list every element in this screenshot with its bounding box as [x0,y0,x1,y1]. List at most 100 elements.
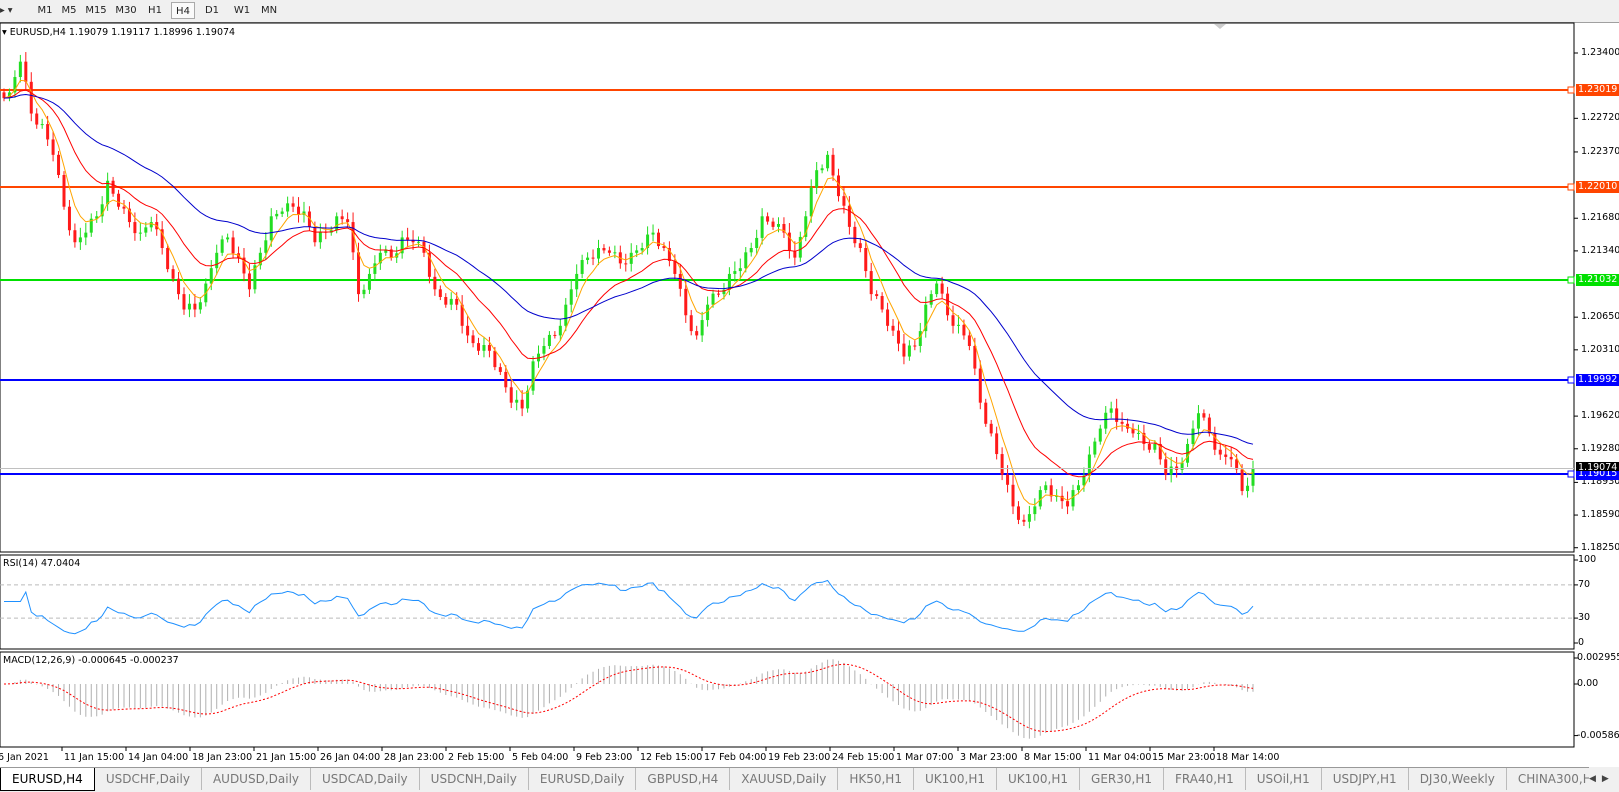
bear-candle [1240,469,1244,492]
bear-candle [940,283,944,294]
timeframe-m5-button[interactable]: M5 [61,5,77,16]
bear-candle [24,61,28,82]
bear-candle [1022,519,1026,522]
bull-candle [815,170,819,188]
bear-candle [133,222,137,234]
toolbar-dropdown-icon[interactable]: ▸ ▾ [0,5,13,16]
bull-candle [1180,462,1184,470]
rsi-tick-label: 0 [1578,637,1585,648]
bull-candle [198,302,202,310]
bear-candle [406,237,410,240]
scroll-left-icon[interactable]: ◀ [1589,774,1596,784]
bull-candle [1071,490,1075,507]
level-handle-icon [1567,183,1575,191]
bear-candle [509,387,513,403]
bull-candle [826,154,830,169]
time-tick-label: 14 Jan 04:00 [128,752,189,763]
timeframe-m15-button[interactable]: M15 [85,5,107,16]
ma-mid-line [3,89,1254,478]
bull-candle [558,325,562,336]
price-tick-label: 1.22720 [1581,112,1619,124]
bull-candle [275,213,279,217]
bear-candle [520,399,524,409]
timeframe-h1-button[interactable]: H1 [148,5,162,16]
bull-candle [449,298,453,305]
bear-candle [989,423,993,434]
rsi-label: RSI(14) 47.0404 [3,558,81,569]
level-price-label: 1.22010 [1576,181,1619,193]
chart-tab[interactable]: USOil,H1 [1246,768,1322,790]
bear-candle [1164,459,1168,475]
bull-candle [258,252,262,266]
bear-candle [1229,456,1233,460]
chart-tab[interactable]: AUDUSD,Daily [202,768,312,790]
price-tick-label: 1.23400 [1581,47,1619,58]
collapse-triangle-icon[interactable]: ▾ [2,27,10,38]
bear-candle [117,193,121,207]
chart-tab[interactable]: FRA40,H1 [1164,768,1246,790]
chart-tab[interactable]: DJ30,Weekly [1409,768,1507,790]
chart-tab[interactable]: UK100,H1 [914,768,997,790]
timeframe-d1-button[interactable]: D1 [204,5,220,16]
bull-candle [269,216,273,241]
bear-candle [607,250,611,253]
chart-tab[interactable]: UK100,H1 [997,768,1081,790]
bear-candle [35,113,39,125]
chart-shift-marker-icon [1214,24,1226,29]
chart-tab[interactable]: EURUSD,Daily [529,768,637,790]
bull-candle [1104,412,1108,429]
bull-candle [1033,506,1037,515]
bear-candle [602,248,606,251]
bull-candle [738,268,742,272]
bull-candle [95,216,99,219]
chart-tab[interactable]: USDCHF,Daily [95,768,202,790]
chart-tab[interactable]: USDJPY,H1 [1322,768,1409,790]
scroll-right-icon[interactable]: ▶ [1601,774,1609,784]
price-tick-label: 1.21680 [1581,212,1619,224]
bull-candle [798,236,802,258]
bear-candle [57,154,61,175]
symbol-ohlc: EURUSD,H4 1.19079 1.19117 1.18996 1.1907… [9,27,236,38]
bear-candle [357,252,361,295]
rsi-pane-border [0,554,1575,650]
bear-candle [782,223,786,233]
bear-candle [29,81,33,114]
bull-candle [1087,454,1091,476]
chart-tab[interactable]: USDCAD,Daily [311,768,420,790]
timeframe-w1-button[interactable]: W1 [233,5,251,16]
time-tick-label: 3 Mar 23:00 [960,752,1018,763]
bull-candle [1196,413,1200,429]
bull-candle [755,237,759,249]
chart-tab[interactable]: EURUSD,H4 [0,768,95,791]
timeframe-mn-button[interactable]: MN [260,5,278,16]
time-tick-label: 6 Jan 2021 [0,752,49,763]
ma-slow-line [3,93,1254,445]
bull-candle [776,223,780,227]
bull-candle [367,273,371,290]
level-handle-icon [1567,470,1575,478]
chart-tab[interactable]: GER30,H1 [1080,768,1164,790]
timeframe-h4-button[interactable]: H4 [171,2,195,19]
price-tick-label: 1.20310 [1581,343,1619,355]
chart-tab[interactable]: USDCNH,Daily [420,768,529,790]
bear-candle [498,367,502,372]
macd-pane-border [0,651,1575,748]
bear-candle [716,293,720,295]
chart-tab[interactable]: GBPUSD,H4 [636,768,731,790]
chart-tab[interactable]: XAUUSD,Daily [730,768,839,790]
bear-candle [411,239,415,243]
bull-candle [209,268,213,284]
bear-candle [177,278,181,295]
macd-label: MACD(12,26,9) -0.000645 -0.000237 [3,655,179,666]
bear-candle [389,249,393,258]
bull-candle [646,234,650,249]
bull-candle [727,273,731,290]
bull-candle [1098,428,1102,442]
timeframe-m1-button[interactable]: M1 [37,5,53,16]
chart-tab[interactable]: HK50,H1 [838,768,914,790]
price-tick-label: 1.18250 [1581,541,1619,553]
bear-candle [171,269,175,279]
bull-candle [373,263,377,274]
timeframe-m30-button[interactable]: M30 [115,5,137,16]
bear-candle [875,294,879,297]
